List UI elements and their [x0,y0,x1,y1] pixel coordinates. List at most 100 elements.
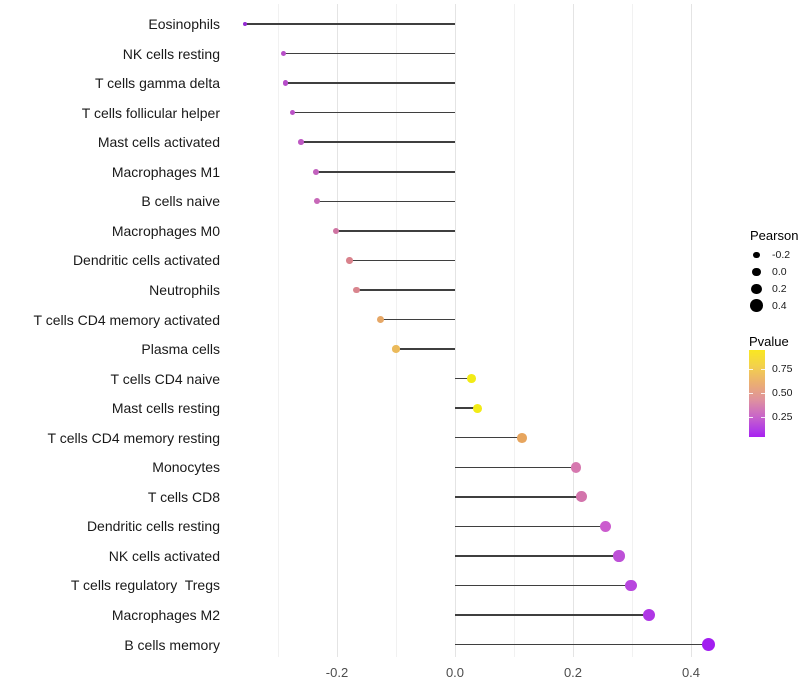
lollipop-segment [283,52,455,55]
gridline-minor [277,4,279,657]
gridline-major [454,4,456,657]
lollipop-segment [315,171,455,173]
lollipop-dot [517,432,528,443]
gridline-major [572,4,574,657]
lollipop-segment [380,318,455,321]
y-axis-label: Eosinophils [148,16,220,32]
y-axis-label: NK cells activated [108,547,220,564]
lollipop-dot [312,168,319,175]
legend-size-dot [750,299,763,313]
lollipop-dot [467,374,476,383]
lollipop-segment [455,436,523,439]
lollipop-dot [346,257,353,264]
lollipop-dot [290,109,296,116]
y-axis-label: T cells gamma delta [94,75,220,92]
y-axis-label: T cells CD4 memory resting [47,429,220,446]
lollipop-segment [316,200,455,203]
colorbar-tick [761,393,765,395]
y-axis-label: Dendritic cells resting [86,518,220,535]
legend-size-dot [753,251,760,259]
y-axis-label: Dendritic cells activated [72,252,220,269]
lollipop-segment [285,82,455,84]
legend-size-label: 0.0 [772,265,787,278]
y-axis-label: Macrophages M2 [111,607,220,623]
lollipop-segment [455,643,709,646]
lollipop-segment [455,466,576,468]
pvalue-tick-label: 0.50 [772,387,793,400]
lollipop-dot [283,80,289,86]
legend-size-label: 0.2 [772,282,787,295]
y-axis-label: T cells CD4 naive [110,370,220,387]
lollipop-segment [455,496,582,498]
lollipop-dot [353,286,360,294]
x-axis-tick-label: 0.0 [445,665,465,680]
y-axis-label: T cells CD4 memory activated [33,311,220,328]
x-axis-tick-label: -0.2 [325,665,349,680]
y-axis-label: NK cells resting [122,45,220,62]
lollipop-dot [314,198,320,205]
lollipop-segment [292,111,455,114]
colorbar-tick [749,369,753,370]
lollipop-dot [392,345,400,353]
lollipop-dot [643,609,656,621]
y-axis-label: T cells follicular helper [81,104,220,121]
lollipop-dot [377,315,385,323]
colorbar-tick [761,417,765,419]
lollipop-dot [280,50,286,57]
y-axis-label: T cells CD8 [147,488,220,505]
lollipop-segment [349,259,455,262]
lollipop-dot [298,139,304,145]
legend-pvalue-title: Pvalue [749,334,789,349]
lollipop-segment [396,348,455,350]
y-axis-label: T cells regulatory Tregs [70,577,220,594]
x-axis-tick-label: 0.4 [681,665,701,680]
lollipop-dot [473,403,482,413]
gridline-minor [395,4,397,657]
y-axis-label: Mast cells activated [97,134,220,151]
y-axis-label: B cells memory [124,636,220,653]
legend-size-label: 0.4 [772,299,787,312]
pvalue-colorbar [749,350,765,437]
lollipop-segment [455,525,606,528]
lollipop-segment [335,230,455,232]
lollipop-dot [613,550,625,562]
legend-size-dot [751,283,762,295]
lollipop-dot [599,520,611,532]
lollipop-dot [332,227,339,234]
gridline-minor [513,4,515,657]
gridline-major [336,4,338,657]
x-axis-tick-label: 0.2 [563,665,583,680]
gridline-major [690,4,692,657]
colorbar-tick [761,369,765,370]
lollipop-segment [455,584,631,587]
lollipop-segment [244,23,455,25]
y-axis-label: Macrophages M1 [111,163,220,180]
lollipop-segment [455,377,472,380]
y-axis-label: B cells naive [141,193,220,210]
pvalue-tick-label: 0.75 [772,363,793,375]
legend-size-dot [752,267,761,277]
y-axis-label: Mast cells resting [111,400,220,417]
y-axis-label: Monocytes [152,459,220,476]
lollipop-segment [455,555,620,557]
legend-pearson-title: Pearson [750,228,799,243]
lollipop-dot [625,579,637,592]
y-axis-label: Neutrophils [149,281,220,298]
lollipop-segment [455,407,478,409]
lollipop-dot [242,21,248,27]
gridline-minor [631,4,633,657]
y-axis-label: Macrophages M0 [111,222,220,239]
legend-size-label: -0.2 [772,249,791,261]
colorbar-tick [749,393,753,395]
lollipop-segment [455,614,650,616]
lollipop-segment [356,289,455,291]
lollipop-dot [570,461,582,473]
lollipop-segment [301,141,455,143]
colorbar-tick [749,417,753,419]
lollipop-dot [701,638,715,652]
lollipop-dot [576,491,588,503]
y-axis-label: Plasma cells [141,341,220,358]
pvalue-tick-label: 0.25 [772,411,793,424]
